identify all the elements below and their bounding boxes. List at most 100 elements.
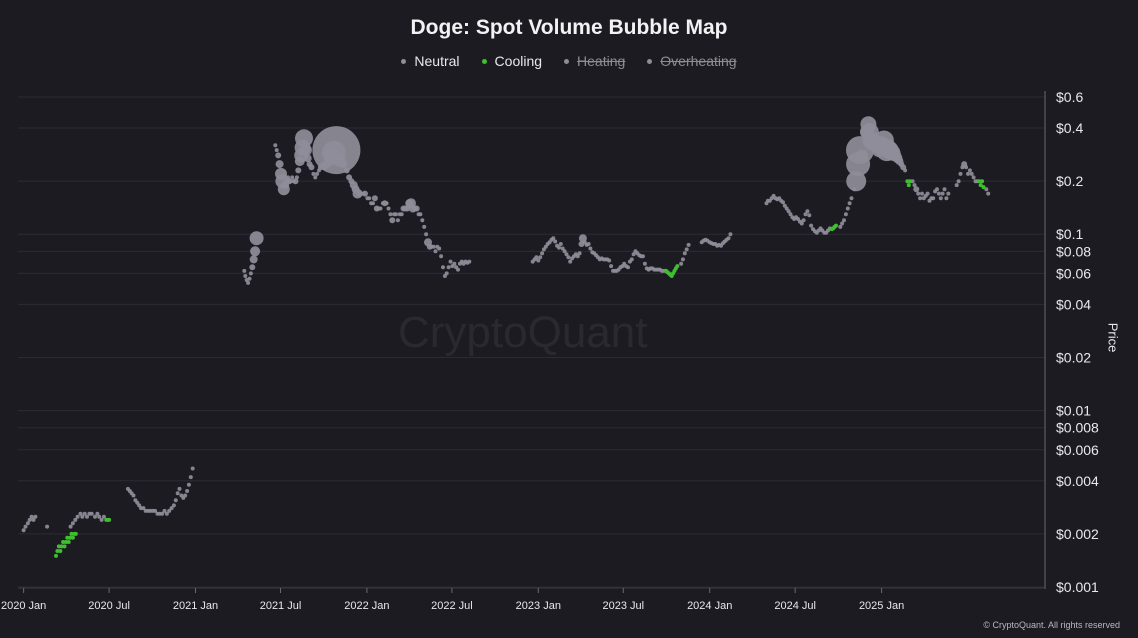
y-tick-label: $0.001 (1056, 579, 1099, 595)
neutral-bubble (395, 218, 400, 223)
neutral-bubble (842, 218, 846, 223)
neutral-bubble (273, 143, 278, 148)
neutral-bubble (944, 196, 949, 201)
neutral-bubble (250, 246, 261, 257)
neutral-bubble (249, 264, 256, 271)
neutral-bubble (141, 506, 146, 511)
neutral-bubble (984, 187, 989, 192)
neutral-bubble (380, 201, 385, 206)
neutral-bubble (568, 259, 573, 264)
neutral-bubble (564, 252, 569, 257)
neutral-bubble (399, 212, 404, 217)
neutral-bubble (918, 196, 923, 201)
cooling-bubble (59, 544, 64, 549)
neutral-bubble (431, 244, 436, 249)
neutral-bubble (183, 493, 188, 498)
legend-item-cooling[interactable]: Cooling (481, 53, 542, 69)
neutral-bubble (294, 175, 299, 180)
cooling-bubble (908, 179, 913, 184)
neutral-bubble (299, 144, 312, 157)
x-tick-label: 2024 Jul (774, 600, 816, 612)
neutral-bubble (348, 178, 355, 185)
neutral-bubble (248, 271, 253, 276)
neutral-bubble (424, 232, 429, 237)
cooling-bubble (62, 544, 67, 549)
neutral-bubble (153, 508, 158, 513)
legend-cooling-dot-icon (481, 58, 487, 64)
neutral-bubble (413, 205, 420, 212)
neutral-bubble (452, 261, 457, 266)
neutral-bubble (99, 517, 104, 522)
chart-legend: Neutral Cooling Heating Overheating (0, 53, 1138, 69)
neutral-bubble (726, 236, 731, 241)
neutral-bubble (809, 223, 814, 228)
neutral-bubble (21, 528, 26, 533)
cooling-bubble (834, 223, 838, 228)
neutral-bubble (935, 187, 939, 192)
neutral-bubble (448, 259, 453, 264)
cooling-bubble (63, 540, 68, 544)
neutral-bubble (971, 175, 976, 180)
neutral-bubble (315, 171, 320, 176)
neutral-bubble (68, 524, 73, 529)
neutral-bubble (367, 196, 372, 201)
cooling-bubble (56, 544, 61, 549)
x-tick-label: 2022 Jul (431, 600, 473, 612)
neutral-bubble (169, 506, 174, 511)
neutral-bubble (290, 175, 295, 180)
neutral-bubble (566, 255, 571, 260)
neutral-bubble (845, 206, 850, 211)
legend-item-overheating[interactable]: Overheating (647, 53, 737, 69)
neutral-bubble (954, 183, 959, 188)
neutral-bubble (807, 213, 812, 218)
cooling-bubble (981, 185, 986, 190)
x-tick-label: 2023 Jan (516, 600, 561, 612)
cooling-bubble (977, 179, 982, 184)
neutral-bubble (420, 218, 425, 223)
cooling-bubble (107, 517, 112, 522)
neutral-bubble (903, 168, 908, 173)
legend-neutral-dot-icon (401, 58, 407, 64)
neutral-bubble (386, 206, 391, 211)
neutral-bubble (441, 265, 445, 270)
neutral-bubble (422, 224, 427, 229)
legend-item-neutral[interactable]: Neutral (401, 53, 460, 69)
neutral-bubble (190, 466, 195, 471)
cooling-bubble (65, 535, 70, 540)
y-tick-label: $0.2 (1056, 173, 1083, 189)
legend-heating-label: Heating (577, 53, 626, 69)
neutral-bubble (838, 224, 843, 229)
cooling-bubble (978, 183, 983, 188)
neutral-bubble (31, 517, 36, 522)
neutral-bubble (394, 212, 398, 217)
neutral-bubble (467, 259, 472, 264)
cooling-bubble (906, 183, 911, 188)
x-tick-label: 2020 Jul (88, 600, 130, 612)
neutral-bubble (89, 511, 94, 516)
neutral-bubble (558, 242, 563, 246)
neutral-bubble (131, 493, 136, 498)
neutral-bubble (801, 218, 806, 223)
neutral-bubble (82, 511, 87, 516)
neutral-bubble (986, 191, 991, 196)
x-tick-label: 2020 Jan (1, 600, 46, 612)
neutral-bubble (339, 160, 348, 169)
legend-overheating-label: Overheating (660, 53, 737, 69)
neutral-bubble (25, 521, 30, 526)
cooling-bubble (61, 540, 66, 544)
neutral-bubble (560, 246, 565, 251)
y-axis-label: Price (1105, 322, 1121, 353)
neutral-bubble (607, 258, 612, 263)
neutral-bubble (557, 245, 561, 250)
neutral-bubble (274, 148, 279, 153)
neutral-bubble (93, 514, 97, 519)
legend-item-heating[interactable]: Heating (564, 53, 625, 69)
cooling-bubble (68, 535, 73, 540)
neutral-bubble (860, 125, 874, 139)
neutral-bubble (384, 201, 389, 206)
neutral-bubble (371, 195, 378, 202)
neutral-bubble (185, 489, 190, 493)
neutral-bubble (317, 168, 321, 173)
neutral-bubble (242, 268, 247, 273)
